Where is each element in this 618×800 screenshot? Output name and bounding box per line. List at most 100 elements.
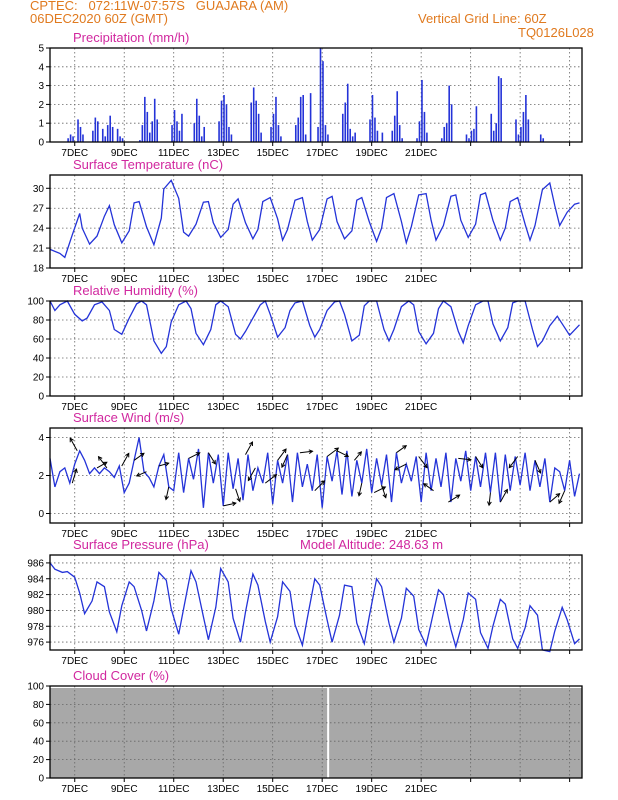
wind-arrow-head bbox=[320, 480, 326, 485]
wind-arrow-head bbox=[102, 461, 108, 466]
wind-arrow-head bbox=[422, 483, 428, 488]
x-tick-label: 7DEC bbox=[61, 784, 88, 795]
wind-arrow-head bbox=[195, 452, 201, 457]
precip-bar bbox=[82, 134, 84, 142]
precip-bar bbox=[223, 95, 225, 142]
x-tick-label: 19DEC bbox=[356, 402, 388, 413]
x-tick-label: 19DEC bbox=[356, 784, 388, 795]
x-tick-label: 13DEC bbox=[207, 402, 239, 413]
precip-bar bbox=[341, 113, 344, 142]
precip-bar bbox=[426, 132, 428, 142]
panel-annotation: Model Altitude: 248.63 m bbox=[300, 537, 443, 552]
precip-bar bbox=[171, 125, 173, 142]
wind-arrow-head bbox=[69, 437, 74, 443]
panel-title: Relative Humidity (%) bbox=[73, 283, 198, 298]
x-tick-label: 21DEC bbox=[405, 402, 437, 413]
precip-bar bbox=[203, 126, 206, 142]
x-tick-label: 11DEC bbox=[158, 274, 190, 285]
wind-arrow bbox=[381, 484, 387, 498]
series-line bbox=[49, 562, 580, 653]
precip-bar bbox=[490, 113, 493, 142]
wind-arrow-head bbox=[508, 463, 514, 469]
x-tick-label: 15DEC bbox=[257, 784, 289, 795]
precip-bar bbox=[418, 121, 421, 142]
precip-bar bbox=[92, 130, 94, 142]
precip-bar bbox=[101, 128, 104, 142]
wind-arrow bbox=[423, 483, 434, 492]
precip-bar bbox=[257, 113, 260, 142]
wind-arrow bbox=[549, 493, 560, 503]
x-tick-label: 15DEC bbox=[257, 656, 289, 667]
x-tick-label: 13DEC bbox=[207, 656, 239, 667]
y-tick-label: 21 bbox=[33, 244, 45, 255]
y-tick-label: 20 bbox=[33, 755, 45, 766]
precip-bar bbox=[67, 138, 69, 142]
x-tick-label: 11DEC bbox=[158, 402, 190, 413]
wind-arrow-head bbox=[382, 493, 387, 499]
x-tick-label: 19DEC bbox=[356, 656, 388, 667]
precip-bar bbox=[156, 119, 158, 142]
panel-frame bbox=[49, 47, 583, 143]
panel-1: Precipitation (mm/h) 0 1 2 3 4 5 7DEC 9DEC 11DEC 1… bbox=[38, 30, 583, 159]
x-tick-label: 11DEC bbox=[158, 784, 190, 795]
precip-bar bbox=[393, 115, 396, 142]
wind-arrow bbox=[508, 456, 519, 469]
precip-bar bbox=[542, 138, 545, 142]
x-tick-label: 7DEC bbox=[61, 529, 88, 540]
x-tick-label: 17DEC bbox=[306, 784, 338, 795]
precip-bar bbox=[272, 113, 275, 142]
x-tick-label: 17DEC bbox=[306, 402, 338, 413]
precip-bar bbox=[344, 102, 347, 142]
wind-arrow bbox=[71, 468, 77, 484]
precip-bar bbox=[443, 126, 446, 142]
precip-bar bbox=[299, 96, 302, 142]
precip-bar bbox=[396, 91, 399, 142]
wind-arrow bbox=[358, 482, 363, 496]
wind-arrow bbox=[475, 456, 484, 468]
x-tick-label: 21DEC bbox=[405, 656, 437, 667]
precip-bar bbox=[230, 134, 233, 142]
wind-arrow bbox=[448, 494, 460, 503]
x-tick-label: 17DEC bbox=[306, 656, 338, 667]
precip-bar bbox=[354, 132, 356, 142]
precip-bar bbox=[369, 119, 371, 142]
y-tick-label: 24 bbox=[33, 224, 45, 235]
wind-arrow bbox=[188, 452, 200, 459]
panel-5: Surface Pressure (hPa) Model Altitude: 24… bbox=[27, 537, 583, 667]
x-tick-label: 7DEC bbox=[61, 402, 88, 413]
precip-bar bbox=[116, 128, 119, 142]
wind-arrow bbox=[98, 456, 108, 469]
y-tick-label: 986 bbox=[27, 558, 44, 569]
y-tick-label: 4 bbox=[38, 433, 44, 444]
wind-arrow bbox=[353, 451, 362, 461]
wind-arrow bbox=[245, 441, 253, 455]
precip-bar bbox=[309, 93, 312, 142]
precip-bar bbox=[465, 134, 468, 142]
wind-arrow bbox=[247, 467, 256, 481]
panel-frame bbox=[49, 554, 583, 651]
precip-bar bbox=[97, 121, 99, 142]
precip-bar bbox=[381, 132, 384, 142]
x-tick-label: 21DEC bbox=[405, 784, 437, 795]
wind-arrow bbox=[96, 461, 108, 469]
x-tick-label: 15DEC bbox=[257, 529, 289, 540]
y-tick-label: 40 bbox=[33, 737, 45, 748]
panel-4: Surface Wind (m/s) 0 2 4 7DEC 9DEC 11DEC 13DEC 1… bbox=[38, 410, 583, 540]
precip-bar bbox=[297, 117, 300, 142]
y-tick-label: 27 bbox=[33, 204, 45, 215]
x-tick-label: 17DEC bbox=[306, 148, 338, 159]
precip-bar bbox=[153, 98, 156, 142]
header-grid-line: Vertical Grid Line: 60Z bbox=[418, 11, 547, 26]
x-tick-label: 9DEC bbox=[111, 402, 138, 413]
precip-bar bbox=[470, 130, 473, 142]
wind-arrow bbox=[314, 480, 325, 492]
wind-arrow bbox=[373, 486, 386, 494]
y-tick-label: 40 bbox=[33, 354, 45, 365]
header-date: 06DEC2020 60Z (GMT) bbox=[30, 11, 168, 26]
precip-bar bbox=[277, 125, 280, 142]
cloud-gap bbox=[327, 686, 330, 778]
y-tick-label: 0 bbox=[38, 392, 44, 403]
x-tick-label: 19DEC bbox=[356, 529, 388, 540]
x-tick-label: 19DEC bbox=[356, 274, 388, 285]
